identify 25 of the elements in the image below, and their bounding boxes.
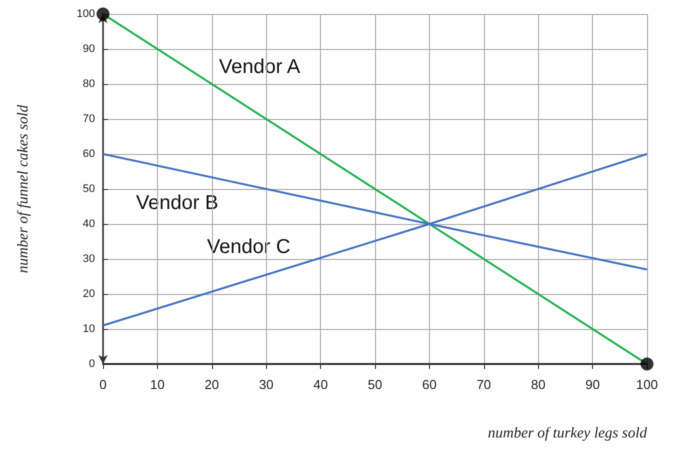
x-tick-label: 70 bbox=[476, 377, 492, 392]
y-tick-label: 100 bbox=[76, 8, 95, 20]
x-axis-title: number of turkey legs sold bbox=[488, 426, 648, 442]
x-tick-label: 80 bbox=[530, 377, 546, 392]
x-tick-label: 50 bbox=[368, 377, 382, 392]
y-tick-label: 0 bbox=[88, 358, 95, 370]
x-tick-label: 30 bbox=[258, 377, 274, 392]
x-tick-label: 40 bbox=[313, 377, 328, 392]
y-tick-label: 60 bbox=[82, 148, 95, 160]
y-tick-label: 50 bbox=[82, 183, 95, 195]
y-tick-label: 20 bbox=[82, 288, 95, 300]
y-tick-label: 30 bbox=[82, 253, 95, 265]
y-tick-label: 70 bbox=[82, 113, 95, 125]
x-tick-label: 10 bbox=[150, 377, 165, 392]
y-tick-label: 10 bbox=[82, 323, 95, 335]
x-tick-label: 90 bbox=[585, 377, 600, 392]
annotation: Vendor A bbox=[219, 56, 301, 78]
x-tick-label: 60 bbox=[422, 377, 437, 392]
x-tick-label: 20 bbox=[204, 377, 220, 392]
y-tick-label: 90 bbox=[82, 43, 95, 55]
y-tick-label: 80 bbox=[82, 78, 95, 90]
x-tick-label: 100 bbox=[636, 377, 658, 392]
x-tick-label: 0 bbox=[99, 377, 107, 392]
y-axis-title: number of funnel cakes sold bbox=[16, 104, 32, 274]
y-tick-label: 40 bbox=[82, 218, 95, 230]
